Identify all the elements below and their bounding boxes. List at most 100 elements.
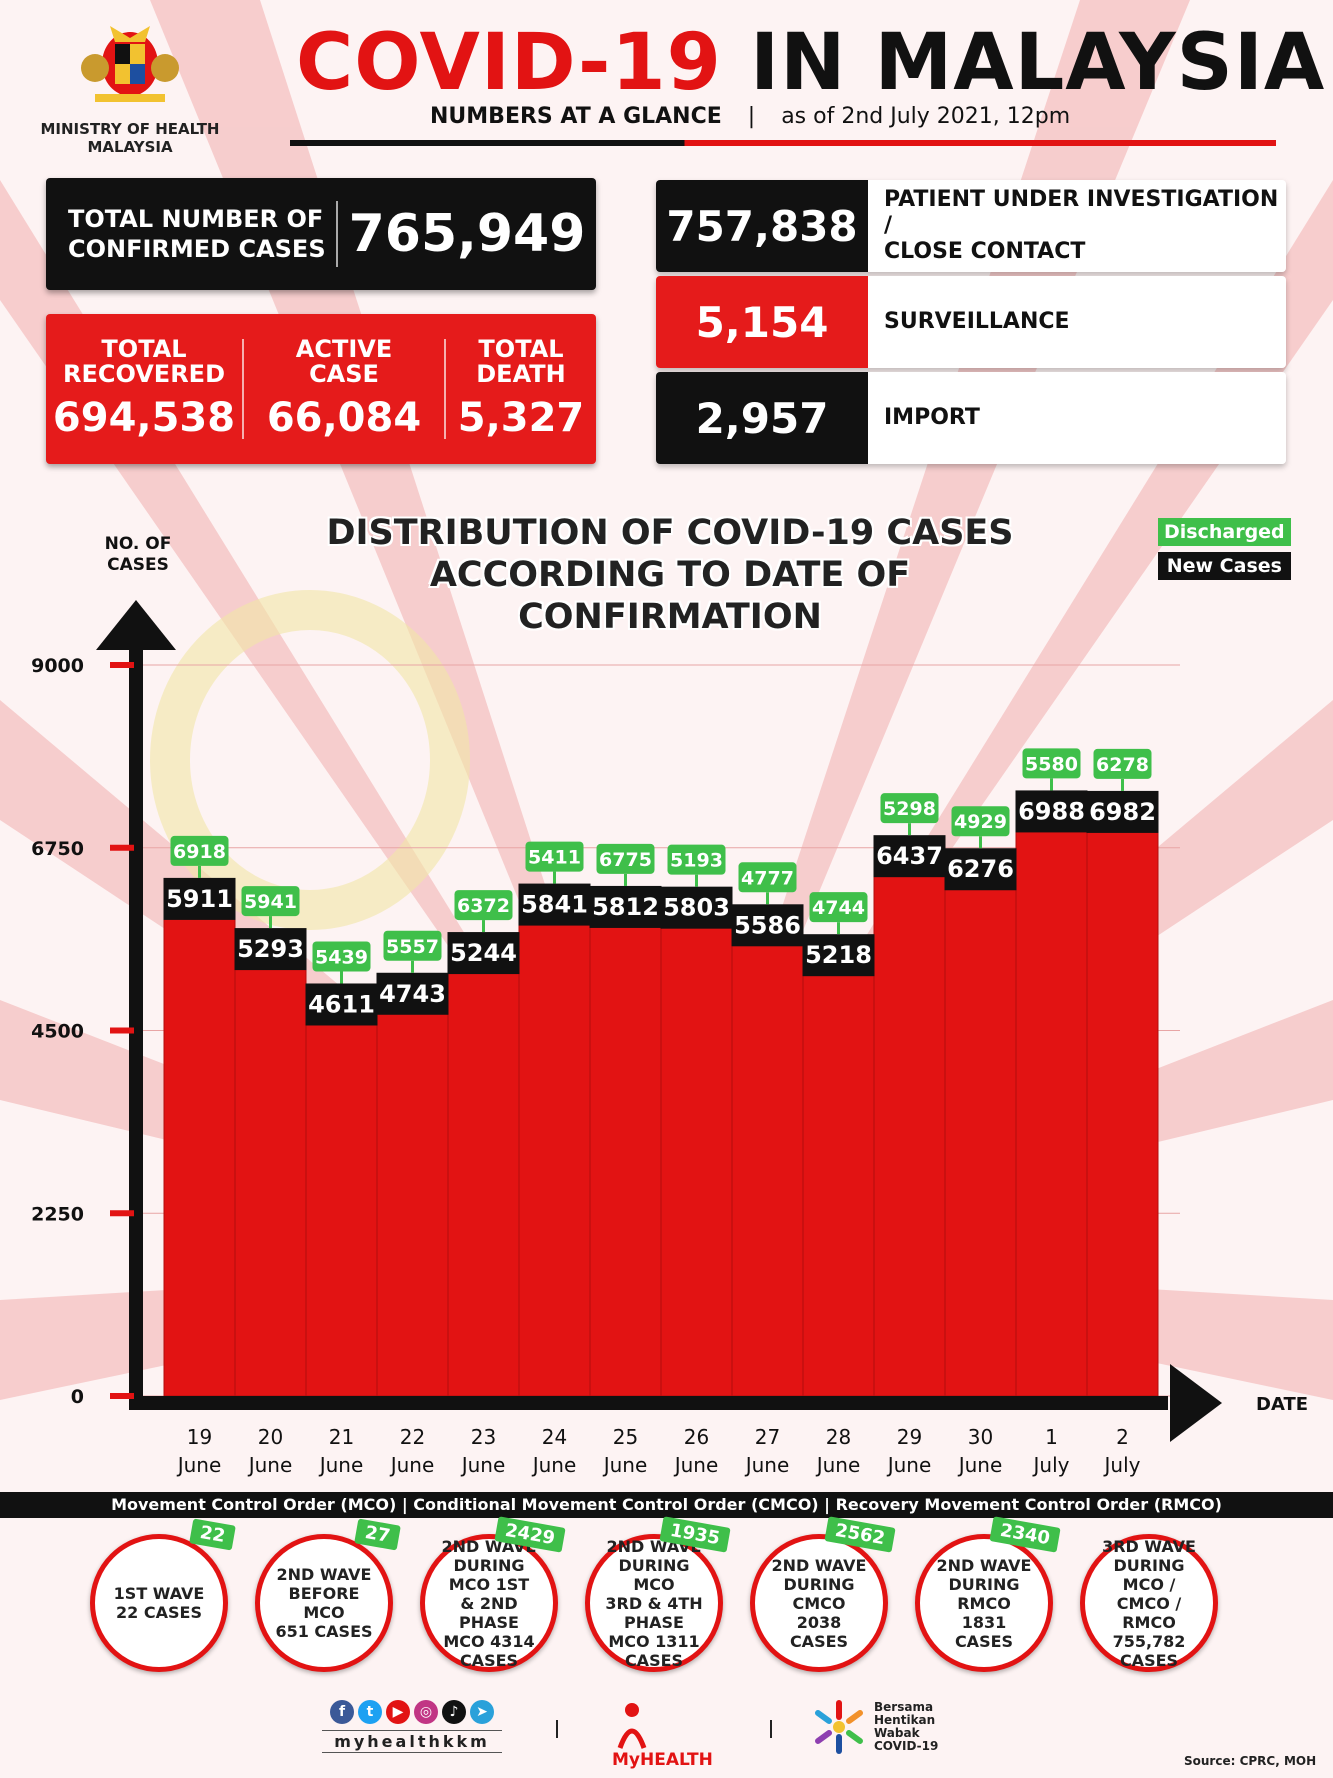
tiktok-icon[interactable]: ♪ [442, 1700, 466, 1724]
bersama-line4: COVID-19 [874, 1739, 939, 1753]
discharged-label: 6372 [457, 895, 510, 917]
crest-icon [81, 26, 179, 102]
x-axis-arrow [1170, 1364, 1222, 1442]
bar-new-cases [1015, 827, 1088, 1397]
discharged-label-box [241, 886, 300, 917]
new-cases-label: 5218 [805, 941, 872, 969]
surveillance-row: 5,154 SURVEILLANCE [656, 276, 1286, 368]
chart-legend: Discharged New Cases [1158, 518, 1291, 586]
discharged-label-box [383, 930, 442, 961]
bar-new-cases [1086, 828, 1159, 1397]
telegram-icon[interactable]: ➤ [470, 1700, 494, 1724]
wave-text: 2ND WAVE DURING RMCO 1831 CASES [915, 1534, 1053, 1672]
x-tick-day: 21 [329, 1425, 354, 1449]
pui-row: 757,838 PATIENT UNDER INVESTIGATION / CL… [656, 180, 1286, 272]
bar-new-cases [305, 1020, 378, 1397]
discharged-label: 5941 [244, 891, 297, 913]
active-value: 66,084 [266, 395, 422, 441]
pui-label-line1: PATIENT UNDER INVESTIGATION / [884, 187, 1279, 238]
social-handle[interactable]: myhealthkkm [322, 1730, 502, 1753]
divider [444, 339, 446, 439]
confirmed-cases-box: TOTAL NUMBER OF CONFIRMED CASES 765,949 [46, 178, 596, 290]
x-tick-day: 26 [684, 1425, 709, 1449]
x-tick-month: June [815, 1453, 861, 1477]
death-label-line2: DEATH [476, 360, 566, 388]
x-tick-month: June [389, 1453, 435, 1477]
x-tick-month: June [318, 1453, 364, 1477]
discharged-label: 4744 [812, 897, 865, 919]
y-axis-arrow [96, 600, 176, 650]
y-axis-line [129, 640, 143, 1406]
as-of-date: as of 2nd July 2021, 12pm [781, 104, 1071, 129]
y-tick-mark [110, 1210, 134, 1217]
wave-circle: 2ND WAVE DURING CMCO 2038 CASES 2562 [740, 1516, 896, 1678]
discharged-label: 5557 [386, 936, 439, 958]
subtitle-separator: | [747, 104, 756, 129]
x-tick-month: June [247, 1453, 293, 1477]
bar-new-cases [163, 915, 236, 1397]
x-tick-day: 19 [187, 1425, 212, 1449]
x-tick-day: 20 [258, 1425, 283, 1449]
x-tick-month: June [602, 1453, 648, 1477]
bersama-line1: Bersama [874, 1700, 934, 1714]
page-title: COVID-19 IN MALAYSIA [296, 22, 1324, 104]
new-cases-label-box [1086, 790, 1159, 833]
facebook-icon[interactable]: f [330, 1700, 354, 1724]
y-tick-label: 9000 [31, 655, 84, 677]
instagram-icon[interactable]: ◎ [414, 1700, 438, 1724]
chart-title-line1: DISTRIBUTION OF COVID-19 CASES [326, 513, 1014, 553]
x-tick-month: July [1103, 1453, 1141, 1477]
x-tick-day: 2 [1116, 1425, 1129, 1449]
legend-new-cases: New Cases [1158, 552, 1291, 580]
social-links: f t ▶ ◎ ♪ ➤ myhealthkkm [322, 1700, 502, 1753]
new-cases-label-box [944, 848, 1017, 891]
new-cases-label: 4611 [308, 990, 375, 1018]
recovered-label-line1: TOTAL [101, 335, 187, 363]
x-tick-day: 1 [1045, 1425, 1058, 1449]
youtube-icon[interactable]: ▶ [386, 1700, 410, 1724]
new-cases-label-box [305, 983, 378, 1026]
new-cases-label-box [873, 835, 946, 878]
x-tick-month: June [744, 1453, 790, 1477]
x-tick-day: 25 [613, 1425, 638, 1449]
active-label-line1: ACTIVE [295, 335, 393, 363]
wave-circle: 3RD WAVE DURING MCO / CMCO / RMCO 755,782 CA… [1070, 1528, 1220, 1678]
confirmed-label-line2: CONFIRMED CASES [68, 235, 326, 263]
title-red: COVID-19 [296, 18, 722, 108]
new-cases-label: 6437 [876, 842, 943, 870]
subtitle-text: NUMBERS AT A GLANCE [430, 104, 722, 129]
death-value: 5,327 [457, 395, 585, 441]
footer-divider [770, 1720, 772, 1738]
wave-text: 3RD WAVE DURING MCO / CMCO / RMCO 755,782 CA… [1080, 1534, 1218, 1672]
discharged-label: 4929 [954, 811, 1007, 833]
confirmed-label: TOTAL NUMBER OF CONFIRMED CASES [46, 204, 336, 264]
x-tick-month: June [176, 1453, 222, 1477]
y-tick-label: 0 [71, 1386, 84, 1408]
new-cases-label: 5586 [734, 911, 801, 939]
bar-new-cases [944, 885, 1017, 1397]
source-note: Source: CPRC, MOH [1184, 1754, 1317, 1768]
pui-label-line2: CLOSE CONTACT [884, 239, 1086, 264]
new-cases-label: 5244 [450, 939, 517, 967]
wave-circle: 2ND WAVE DURING RMCO 1831 CASES 2340 [905, 1516, 1061, 1678]
twitter-icon[interactable]: t [358, 1700, 382, 1724]
wave-circle: 2ND WAVE DURING MCO 3RD & 4TH PHASE MCO 131… [575, 1516, 731, 1678]
new-cases-label-box [447, 932, 520, 975]
waves-row: 1ST WAVE 22 CASES 22 2ND WAVE BEFORE MCO 651 … [80, 1516, 1260, 1678]
new-cases-label-box [802, 934, 875, 977]
bar-new-cases [731, 941, 804, 1397]
y-tick-label: 2250 [31, 1203, 84, 1225]
pui-label: PATIENT UNDER INVESTIGATION / CLOSE CONT… [868, 180, 1286, 272]
bersama-line3: Wabak [874, 1726, 920, 1740]
y-axis-label-line1: NO. OF [104, 534, 172, 554]
confirmed-label-line1: TOTAL NUMBER OF [68, 205, 324, 233]
new-cases-label-box [376, 972, 449, 1015]
discharged-label-box [880, 793, 939, 824]
new-cases-label-box [518, 883, 591, 926]
wave-circle: 1ST WAVE 22 CASES 22 [80, 1518, 236, 1678]
bersama-logo: Bersama Hentikan Wabak COVID-19 [812, 1700, 938, 1754]
wave-text: 2ND WAVE DURING MCO 3RD & 4TH PHASE MCO 131… [585, 1534, 723, 1672]
discharged-label: 5580 [1025, 753, 1078, 775]
discharged-label-box [1093, 748, 1152, 779]
discharged-label: 4777 [741, 867, 794, 889]
